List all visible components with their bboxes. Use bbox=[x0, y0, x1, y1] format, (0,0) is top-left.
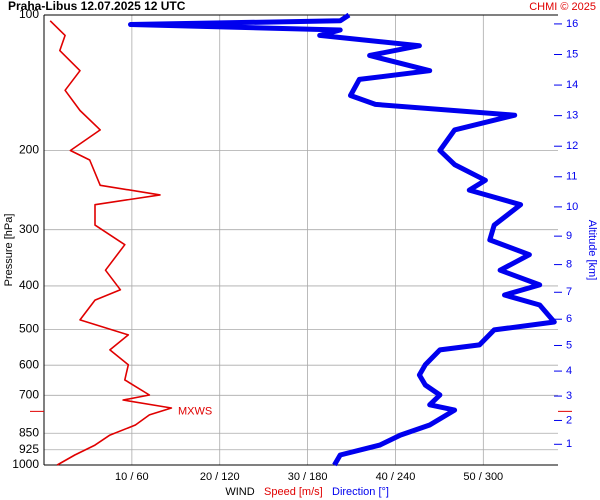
y2-tick-label: 14 bbox=[566, 79, 578, 91]
y2-tick-label: 5 bbox=[566, 339, 572, 351]
credit: CHMI © 2025 bbox=[529, 1, 596, 13]
y-tick-label: 850 bbox=[19, 425, 39, 439]
y-axis-label: Pressure [hPa] bbox=[3, 214, 15, 287]
x-tick-label: 30 / 180 bbox=[288, 471, 328, 483]
y2-tick-label: 9 bbox=[566, 230, 572, 242]
y-tick-label: 100 bbox=[19, 7, 39, 21]
y2-tick-label: 11 bbox=[566, 171, 577, 183]
x-axis-label: WIND bbox=[225, 486, 254, 498]
y2-tick-label: 3 bbox=[566, 390, 572, 402]
y2-tick-label: 8 bbox=[566, 258, 572, 270]
y2-tick-label: 16 bbox=[566, 18, 578, 30]
y-tick-label: 400 bbox=[19, 278, 39, 292]
y2-tick-label: 13 bbox=[566, 110, 578, 122]
wind-line bbox=[128, 12, 557, 467]
y2-tick-label: 15 bbox=[566, 48, 578, 60]
wind-line bbox=[49, 20, 173, 466]
y2-tick-label: 4 bbox=[566, 365, 572, 377]
y2-tick-label: 12 bbox=[566, 140, 578, 152]
chart-title: Praha-Libus 12.07.2025 12 UTC bbox=[8, 0, 186, 13]
y-tick-label: 1000 bbox=[12, 457, 39, 471]
x-tick-label: 50 / 300 bbox=[463, 471, 503, 483]
y-tick-label: 925 bbox=[19, 442, 39, 456]
legend-entry: Direction [°] bbox=[332, 486, 389, 498]
y2-tick-label: 1 bbox=[566, 438, 572, 450]
x-tick-label: 40 / 240 bbox=[376, 471, 416, 483]
y-tick-label: 700 bbox=[19, 387, 39, 401]
mxws-label: MXWS bbox=[178, 405, 212, 417]
y-tick-label: 600 bbox=[19, 357, 39, 371]
y2-tick-label: 10 bbox=[566, 201, 578, 213]
x-tick-label: 20 / 120 bbox=[200, 471, 240, 483]
y-tick-label: 200 bbox=[19, 143, 39, 157]
y2-tick-label: 6 bbox=[566, 313, 572, 325]
y2-tick-label: 7 bbox=[566, 286, 572, 298]
x-tick-label: 10 / 60 bbox=[115, 471, 149, 483]
y-tick-label: 300 bbox=[19, 222, 39, 236]
y2-tick-label: 2 bbox=[566, 414, 572, 426]
y-tick-label: 500 bbox=[19, 322, 39, 336]
legend-entry: Speed [m/s] bbox=[264, 486, 323, 498]
y2-axis-label: Altitude [km] bbox=[586, 220, 598, 281]
